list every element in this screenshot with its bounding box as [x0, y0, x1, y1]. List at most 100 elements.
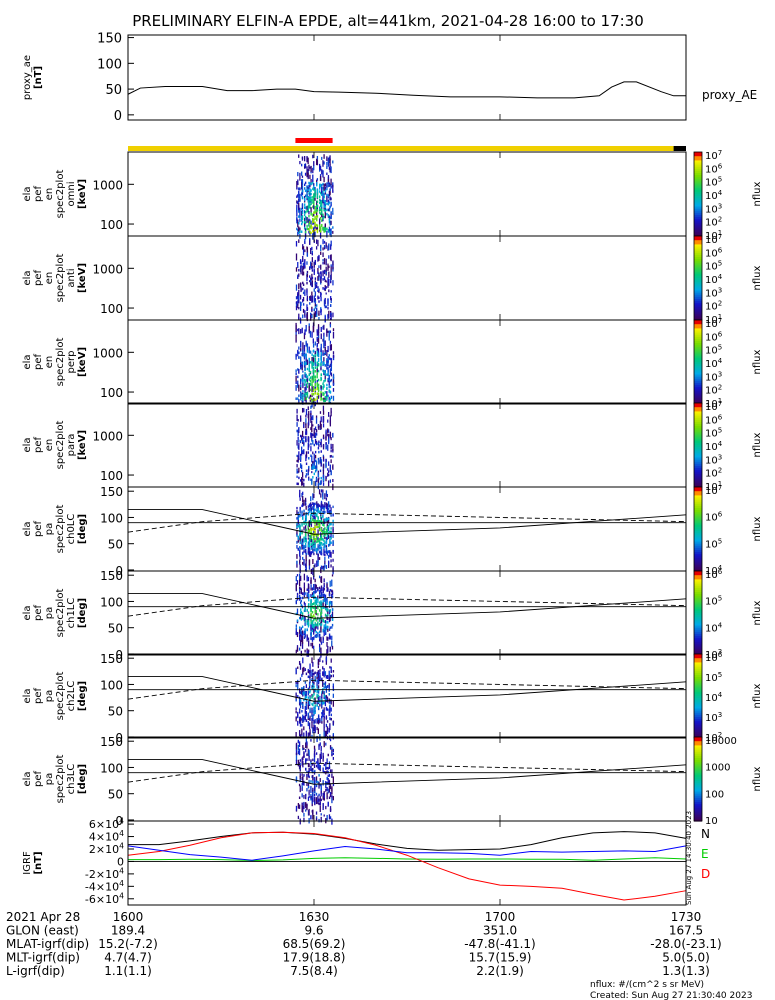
spectrogram-pixel — [301, 702, 303, 705]
spectrogram-pixel — [332, 260, 334, 266]
spectrogram-pixel — [323, 542, 325, 546]
spectrogram-pixel — [324, 685, 327, 689]
spectrogram-pixel — [298, 231, 300, 235]
spectrogram-pixel — [322, 530, 324, 534]
colorbar-segment — [694, 168, 702, 172]
spectrogram-pixel — [310, 226, 312, 230]
spectrogram-pixel — [304, 260, 306, 267]
spectrogram-pixel — [318, 593, 321, 597]
spectrogram-pixel — [323, 196, 325, 199]
spectrogram-pixel — [314, 544, 316, 548]
spectrogram-pixel — [313, 465, 316, 469]
spectrogram-pixel — [315, 633, 317, 637]
colorbar-segment — [694, 556, 702, 559]
spectrogram-pixel — [319, 411, 322, 414]
colorbar-segment — [694, 200, 702, 203]
spectrogram-pixel — [321, 692, 323, 700]
y-tick-label: 150 — [100, 735, 123, 749]
spectrogram-pixel — [313, 706, 315, 710]
spectrogram-pixel — [302, 249, 305, 256]
spectrogram-pixel — [307, 621, 310, 625]
spectrogram-pixel — [303, 526, 305, 531]
spectrogram-pixel — [318, 793, 320, 797]
spectrogram-pixel — [316, 395, 319, 399]
spectrogram-pixel — [316, 368, 318, 373]
spectrogram-pixel — [301, 217, 304, 221]
spectrogram-pixel — [317, 685, 320, 689]
spectrogram-pixel — [319, 765, 321, 769]
spectrogram-pixel — [307, 546, 310, 552]
spectrogram-pixel — [330, 166, 332, 174]
spectrogram-pixel — [319, 198, 321, 202]
spectrogram-pixel — [316, 382, 319, 385]
colorbar-segment — [694, 265, 702, 269]
spectrogram-pixel — [324, 630, 327, 633]
spectrogram-pixel — [331, 795, 333, 798]
y-tick-label: 50 — [105, 83, 122, 98]
spectrogram-pixel — [326, 172, 328, 175]
spectrogram-pixel — [316, 338, 318, 342]
spectrogram-pixel — [305, 768, 307, 771]
spectrogram-pixel — [314, 704, 316, 708]
spectrogram-pixel — [308, 545, 311, 548]
spectrogram-pixel — [313, 793, 316, 797]
spectrogram-pixel — [308, 396, 310, 399]
spectrogram-pixel — [312, 550, 314, 553]
spectrogram-pixel — [296, 482, 298, 486]
spectrogram-pixel — [329, 158, 331, 166]
y-axis-label: [deg] — [77, 764, 88, 794]
y-axis-label: en — [44, 356, 55, 369]
spectrogram-pixel — [301, 196, 304, 200]
spectrogram-pixel — [326, 796, 328, 800]
spectrogram-pixel — [309, 379, 312, 383]
spectrogram-pixel — [300, 631, 302, 639]
colorbar-segment — [694, 278, 702, 281]
spectrogram-pixel — [316, 354, 319, 357]
colorbar-segment — [694, 623, 702, 627]
spectrogram-pixel — [310, 192, 312, 196]
spectrogram-pixel — [317, 659, 320, 666]
spectrogram-pixel — [295, 707, 297, 711]
spectrogram-pixel — [308, 326, 310, 332]
colorbar-segment — [694, 219, 702, 222]
colorbar-segment — [694, 712, 702, 716]
spectrogram-pixel — [306, 344, 309, 351]
spectrogram-pixel — [311, 624, 314, 627]
spectrogram-pixel — [308, 203, 310, 206]
spectrogram-pixel — [316, 726, 318, 731]
spectrogram-pixel — [299, 663, 302, 670]
spectrogram-pixel — [316, 365, 318, 369]
colorbar-segment — [694, 173, 702, 176]
spectrogram-pixel — [301, 450, 304, 454]
spectrogram-pixel — [317, 479, 320, 483]
spectrogram-pixel — [327, 613, 329, 617]
spectrogram-pixel — [311, 291, 313, 296]
colorbar-segment — [694, 322, 702, 325]
side-timestamp: Sun Aug 27 14:30:40 2023 — [685, 811, 693, 905]
colorbar-segment — [694, 627, 702, 631]
spectrogram-pixel — [298, 295, 300, 302]
spectrogram-pixel — [306, 381, 309, 385]
spectrogram-pixel — [332, 674, 335, 678]
spectrogram-pixel — [315, 304, 318, 307]
spectrogram-pixel — [302, 342, 304, 346]
legend-label: E — [701, 847, 709, 861]
spectrogram-pixel — [327, 298, 329, 304]
spectrogram-pixel — [305, 559, 307, 566]
spectrogram-pixel — [328, 785, 331, 793]
spectrogram-pixel — [323, 154, 325, 159]
spectrogram-pixel — [325, 519, 328, 522]
spectrogram-pixel — [322, 387, 324, 390]
spectrogram-pixel — [307, 552, 310, 555]
spectrogram-pixel — [313, 269, 316, 273]
spectrogram-pixel — [323, 270, 326, 273]
spectrogram-pixel — [309, 351, 312, 354]
colorbar-segment — [694, 158, 702, 161]
spectrogram-pixel — [314, 378, 317, 382]
spectrogram-pixel — [312, 218, 314, 221]
spectrogram-pixel — [323, 161, 325, 165]
spectrogram-pixel — [329, 610, 331, 613]
spectrogram-pixel — [312, 196, 314, 199]
spectrogram-pixel — [297, 763, 300, 767]
spectrogram-pixel — [329, 588, 331, 592]
